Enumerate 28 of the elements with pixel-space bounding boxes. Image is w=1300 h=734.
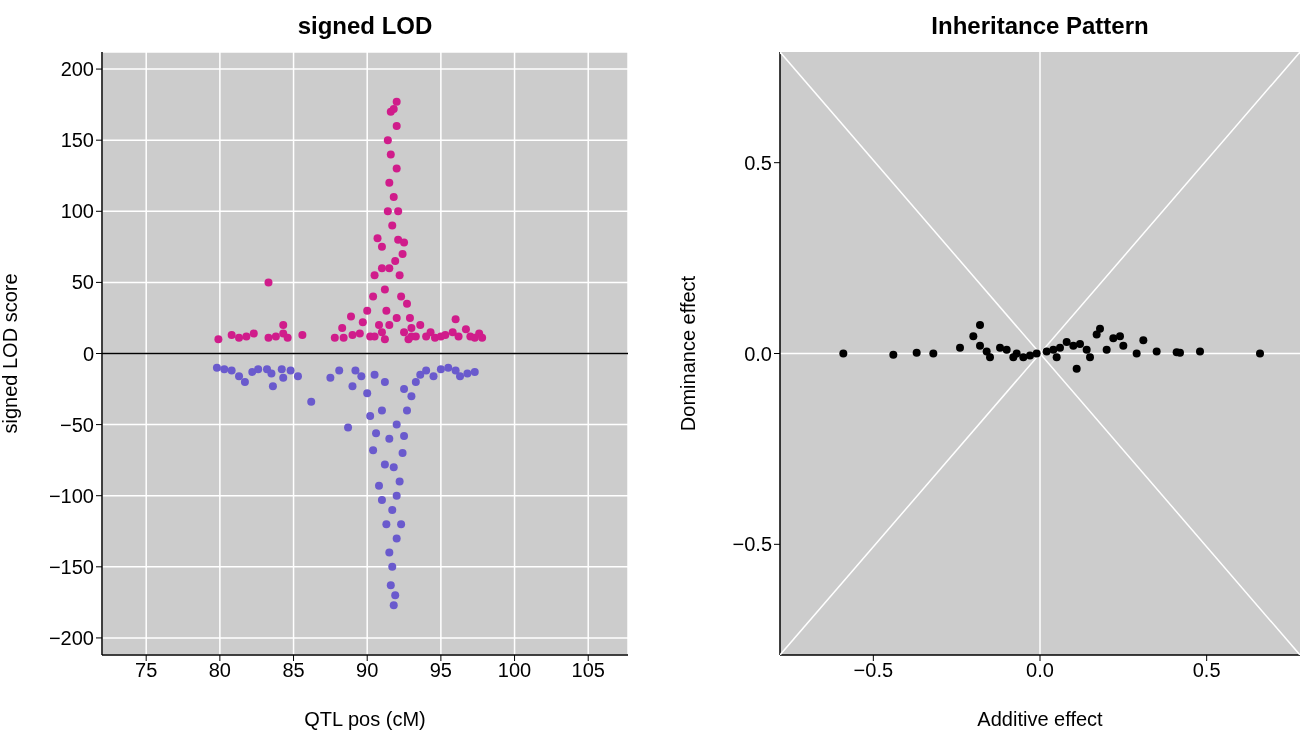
y-tick-label: −200 — [48, 627, 94, 650]
y-tick-label: −150 — [48, 555, 94, 578]
y-tick-label: 0 — [82, 342, 94, 365]
chart-title: Inheritance Pattern — [930, 12, 1150, 40]
y-tick-label: 100 — [60, 200, 94, 223]
x-tick-label: 85 — [282, 659, 305, 682]
x-tick-label: 105 — [571, 659, 605, 682]
x-tick-label: 95 — [429, 659, 452, 682]
x-axis-title: QTL pos (cM) — [304, 708, 426, 730]
x-tick-label: 0.0 — [1026, 659, 1054, 682]
y-tick-label: −0.5 — [732, 533, 772, 556]
y-axis-title: signed LOD score — [0, 273, 22, 434]
y-tick-label: 200 — [60, 58, 94, 81]
x-tick-label: 0.5 — [1192, 659, 1221, 682]
y-tick-label: 0.0 — [744, 342, 772, 365]
chart-title: signed LOD — [296, 12, 434, 40]
y-tick-label: 50 — [71, 271, 94, 294]
x-tick-label: 75 — [135, 659, 158, 682]
x-tick-label: 80 — [208, 659, 231, 682]
y-axis-title: Dominance effect — [677, 275, 700, 432]
x-tick-label: 100 — [497, 659, 532, 682]
y-tick-label: 150 — [60, 129, 94, 152]
y-tick-label: −50 — [60, 413, 94, 436]
y-tick-label: −100 — [48, 484, 94, 507]
x-tick-label: −0.5 — [853, 659, 894, 682]
x-tick-label: 90 — [356, 659, 379, 682]
y-tick-label: 0.5 — [744, 151, 772, 174]
x-axis-title: Additive effect — [977, 708, 1104, 730]
